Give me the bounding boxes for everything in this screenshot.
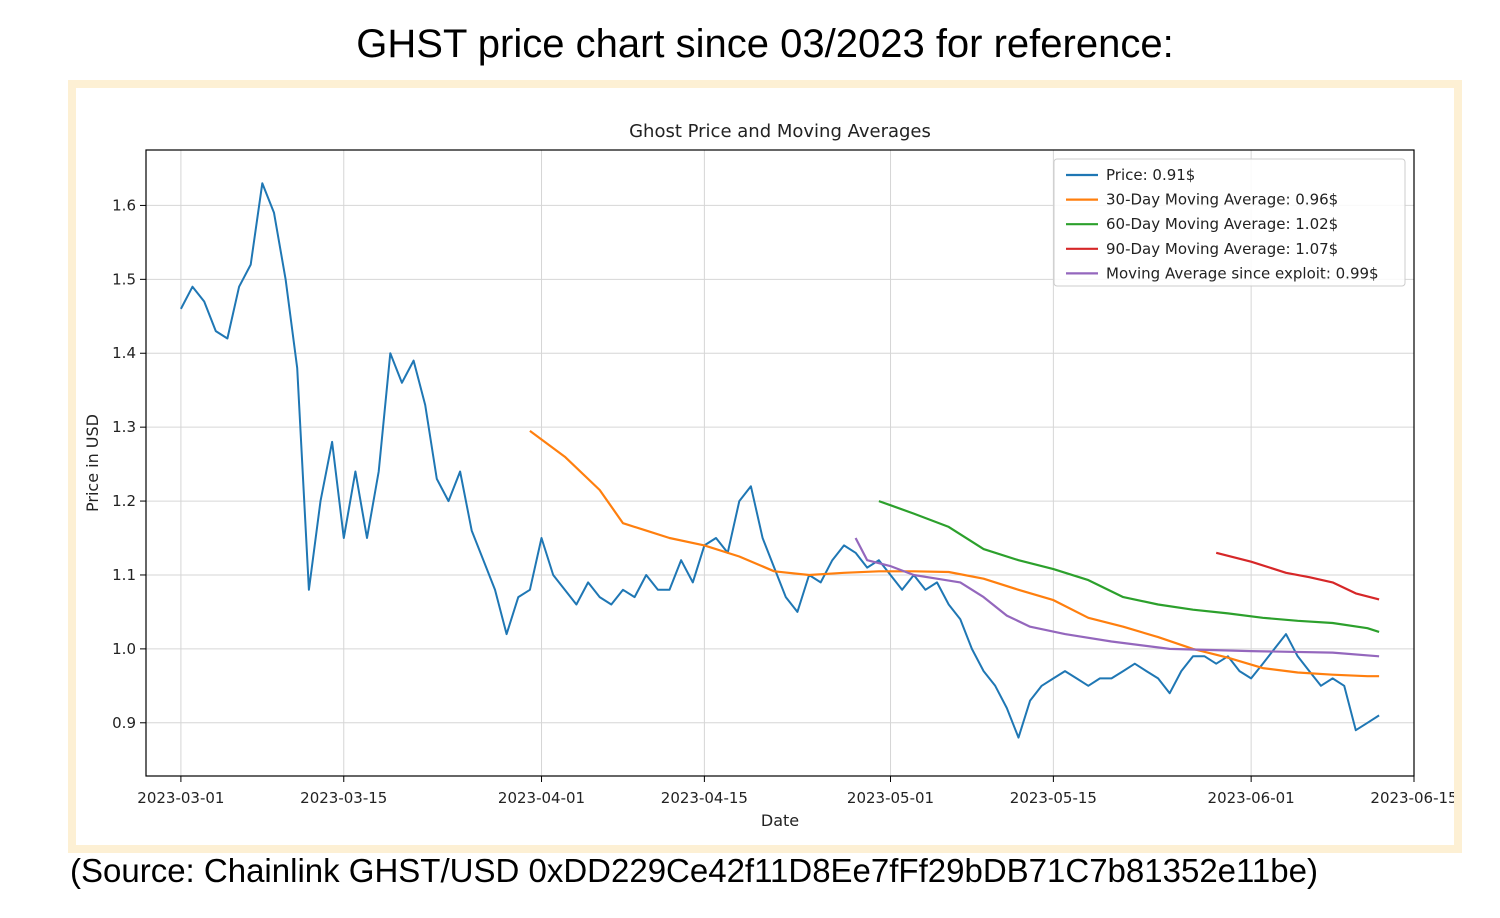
y-tick-label: 1.4 <box>112 344 136 362</box>
legend-box <box>1053 158 1406 287</box>
legend: Price: 0.91$ 30-Day Moving Average: 0.96$… <box>1053 158 1406 287</box>
y-tick-label: 1.5 <box>112 270 136 288</box>
legend-label-2: 60-Day Moving Average: 1.02$ <box>1106 215 1338 233</box>
x-tick-label: 2023-04-01 <box>498 789 585 807</box>
x-tick-label: 2023-05-15 <box>1010 789 1097 807</box>
x-tick-label: 2023-06-01 <box>1208 789 1295 807</box>
axis-ticks: 2023-03-01 2023-03-15 2023-04-01 2023-04-15… <box>112 196 1454 807</box>
series-lines <box>180 182 1380 739</box>
legend-label-4: Moving Average since exploit: 0.99$ <box>1106 264 1379 282</box>
chart-title: Ghost Price and Moving Averages <box>629 121 931 142</box>
y-axis-label: Price in USD <box>83 414 102 512</box>
y-tick-label: 1.1 <box>112 566 136 584</box>
chart: 2023-03-01 2023-03-15 2023-04-01 2023-04-15… <box>83 121 1454 830</box>
series-line-1 <box>529 430 1380 678</box>
y-tick-label: 1.2 <box>112 492 136 510</box>
legend-label-1: 30-Day Moving Average: 0.96$ <box>1106 191 1338 209</box>
x-tick-label: 2023-04-15 <box>661 789 748 807</box>
legend-label-0: Price: 0.91$ <box>1106 166 1195 184</box>
x-axis-label: Date <box>761 811 799 830</box>
y-tick-label: 1.3 <box>112 418 136 436</box>
y-tick-label: 1.0 <box>112 640 136 658</box>
page-heading: GHST price chart since 03/2023 for refer… <box>356 22 1174 66</box>
x-tick-label: 2023-03-15 <box>300 789 387 807</box>
y-tick-label: 1.6 <box>112 196 136 214</box>
plot-area <box>145 149 1415 777</box>
series-line-4 <box>854 537 1380 658</box>
series-line-2 <box>878 500 1380 633</box>
legend-label-3: 90-Day Moving Average: 1.07$ <box>1106 240 1338 258</box>
source-note: (Source: Chainlink GHST/USD 0xDD229Ce42f… <box>70 852 1318 889</box>
series-line-0 <box>180 182 1380 739</box>
x-tick-label: 2023-05-01 <box>847 789 934 807</box>
y-tick-label: 0.9 <box>112 714 136 732</box>
x-tick-label: 2023-03-01 <box>137 789 224 807</box>
series-line-3 <box>1215 551 1380 601</box>
chart-frame: 2023-03-01 2023-03-15 2023-04-01 2023-04-15… <box>68 80 1462 853</box>
x-tick-label: 2023-06-15 <box>1370 789 1454 807</box>
